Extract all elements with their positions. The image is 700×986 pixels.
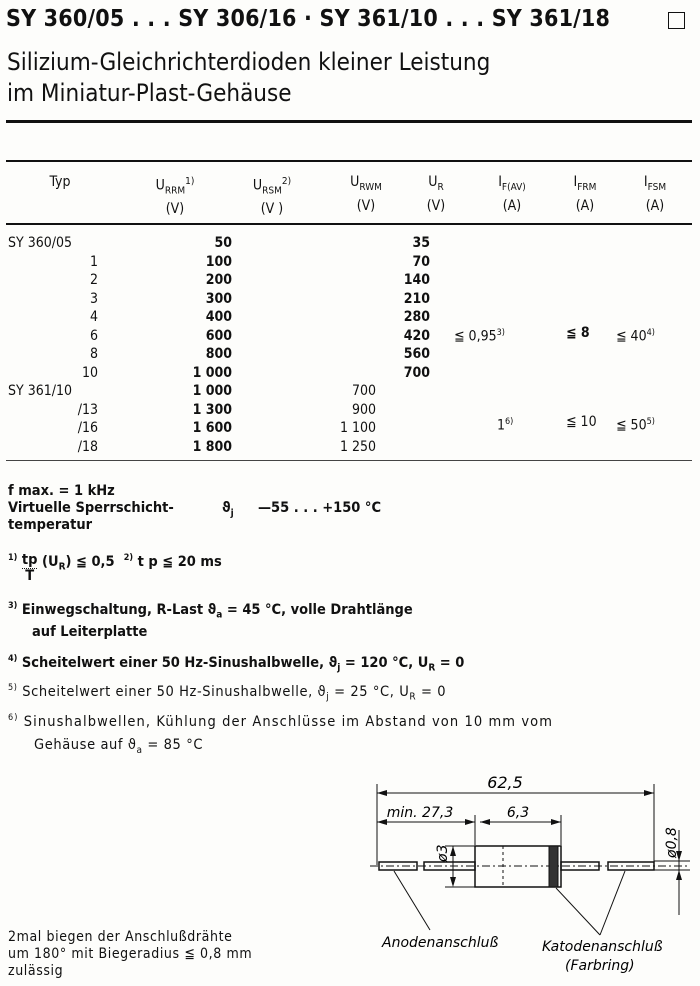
cell-typ: 6 (89, 327, 98, 344)
cell-urrm: 1 000 (192, 364, 232, 381)
cell-typ: 2 (89, 272, 98, 288)
cathode-ring (548, 845, 559, 888)
table-top-rule (6, 160, 692, 162)
cell-ur: 35 (412, 235, 430, 251)
ifav-group2: 16) (497, 417, 514, 434)
total-length-label: 62,5 (487, 773, 523, 792)
cell-urrm: 600 (205, 327, 232, 344)
body-length-label: 6,3 (507, 805, 529, 821)
body-diameter-label: ø3 (435, 845, 451, 863)
cell-typ: SY 360/05 (8, 235, 72, 251)
footnote-6: 6) Sinushalbwellen, Kühlung der Anschlüs… (8, 713, 554, 730)
footnote-3: 3) Einwegschaltung, R-Last ϑa = 45 °C, v… (8, 601, 413, 621)
cell-urrm: 1 600 (192, 420, 232, 436)
header-ifrm: IFRM (A) (573, 174, 597, 214)
cell-urrm: 1 000 (192, 383, 232, 399)
temp-symbol: ϑj (222, 500, 234, 519)
anode-leader (393, 870, 431, 931)
checkbox-square (668, 12, 685, 29)
cell-urrm: 1 300 (192, 401, 232, 418)
header-ifsm: IFSM (A) (643, 174, 667, 214)
footnote-1-2: 1) tp T (UR) ≦ 0,5 2) t p ≦ 20 ms (8, 552, 222, 584)
cell-typ: 4 (89, 309, 98, 325)
subtitle-line-2: im Miniatur-Plast-Gehäuse (7, 79, 292, 107)
header-ifav: IF(AV) (A) (498, 174, 526, 214)
diode-dimension-drawing: 62,5 min. 27,3 6,3 ø3 ø0,8 Anodenanschlu… (370, 773, 690, 974)
temp-label-2: temperatur (8, 517, 93, 533)
cell-ur: 210 (403, 290, 430, 307)
cell-typ: SY 361/10 (8, 383, 72, 399)
header-urwm: URWM (V) (350, 174, 382, 214)
bending-note-2: um 180° mit Biegeradius ≦ 0,8 mm (8, 946, 253, 962)
bending-note-1: 2mal biegen der Anschlußdrähte (8, 929, 233, 945)
cell-typ: /18 (77, 438, 98, 455)
lead-left-a (378, 861, 418, 871)
footnote-3-line2: auf Leiterplatte (32, 624, 148, 640)
footnote-5: 5) Scheitelwert einer 50 Hz-Sinushalbwel… (8, 683, 447, 703)
cell-urrm: 200 (205, 272, 232, 288)
ifrm-group1: ≦ 8 (566, 325, 590, 341)
header-urrm: URRM1) (V) (155, 176, 195, 218)
cell-typ: 3 (89, 290, 98, 307)
cell-typ: /13 (77, 401, 98, 418)
cathode-label: Katodenanschluß (542, 939, 663, 955)
ifsm-group1: ≦ 404) (616, 328, 655, 345)
cell-typ: 10 (81, 364, 98, 381)
cell-urrm: 50 (214, 235, 232, 251)
cell-urwm: 900 (351, 401, 376, 418)
header-ursm: URSM2) (V ) (252, 176, 292, 218)
cell-urrm: 100 (205, 253, 232, 270)
page-title: SY 360/05 . . . SY 306/16 · SY 361/10 . … (6, 6, 611, 32)
cell-typ: 8 (89, 346, 98, 362)
footnote-4: 4) Scheitelwert einer 50 Hz-Sinushalbwel… (8, 654, 465, 674)
ifrm-group2: ≦ 10 (566, 414, 597, 430)
cathode-leader-lead (599, 870, 626, 936)
cell-typ: /16 (77, 420, 98, 436)
cell-urrm: 1 800 (192, 438, 232, 455)
lead-left-b (423, 861, 476, 871)
table-header-rule (6, 223, 692, 225)
cell-ur: 560 (403, 346, 430, 362)
cell-typ: 1 (89, 253, 98, 270)
cell-urwm: 1 100 (339, 420, 376, 436)
cell-ur: 140 (403, 272, 430, 288)
cathode-leader-ring (555, 887, 601, 936)
cell-urwm: 700 (351, 383, 376, 399)
cell-urrm: 800 (205, 346, 232, 362)
header-typ: Typ (49, 174, 71, 190)
cell-ur: 70 (412, 253, 430, 270)
anode-label: Anodenanschluß (381, 935, 498, 951)
divider (6, 120, 692, 123)
cathode-sublabel: (Farbring) (565, 958, 635, 974)
subtitle-line-1: Silizium-Gleichrichterdioden kleiner Lei… (7, 48, 491, 76)
cell-urwm: 1 250 (339, 438, 376, 455)
ifav-group1: ≦ 0,953) (454, 328, 505, 345)
bending-note-3: zulässig (8, 963, 64, 979)
footnote-6-line2: Gehäuse auf ϑa = 85 °C (34, 737, 204, 756)
lead-diameter-label: ø0,8 (664, 827, 680, 859)
cell-ur: 280 (403, 309, 430, 325)
header-ur: UR (V) (426, 174, 446, 214)
fmax-spec: f max. = 1 kHz (8, 483, 115, 499)
cell-ur: 700 (403, 364, 430, 381)
lead-right-b (607, 861, 655, 871)
temp-label: Virtuelle Sperrschicht- (8, 500, 174, 516)
cell-urrm: 400 (205, 309, 232, 325)
cell-urrm: 300 (205, 290, 232, 307)
lead-right-a (560, 861, 600, 871)
min-lead-label: min. 27,3 (387, 805, 453, 821)
ifsm-group2: ≦ 505) (616, 417, 655, 434)
table-bottom-rule (6, 460, 692, 461)
cell-ur: 420 (403, 327, 430, 344)
temp-value: —55 . . . +150 °C (258, 500, 382, 516)
